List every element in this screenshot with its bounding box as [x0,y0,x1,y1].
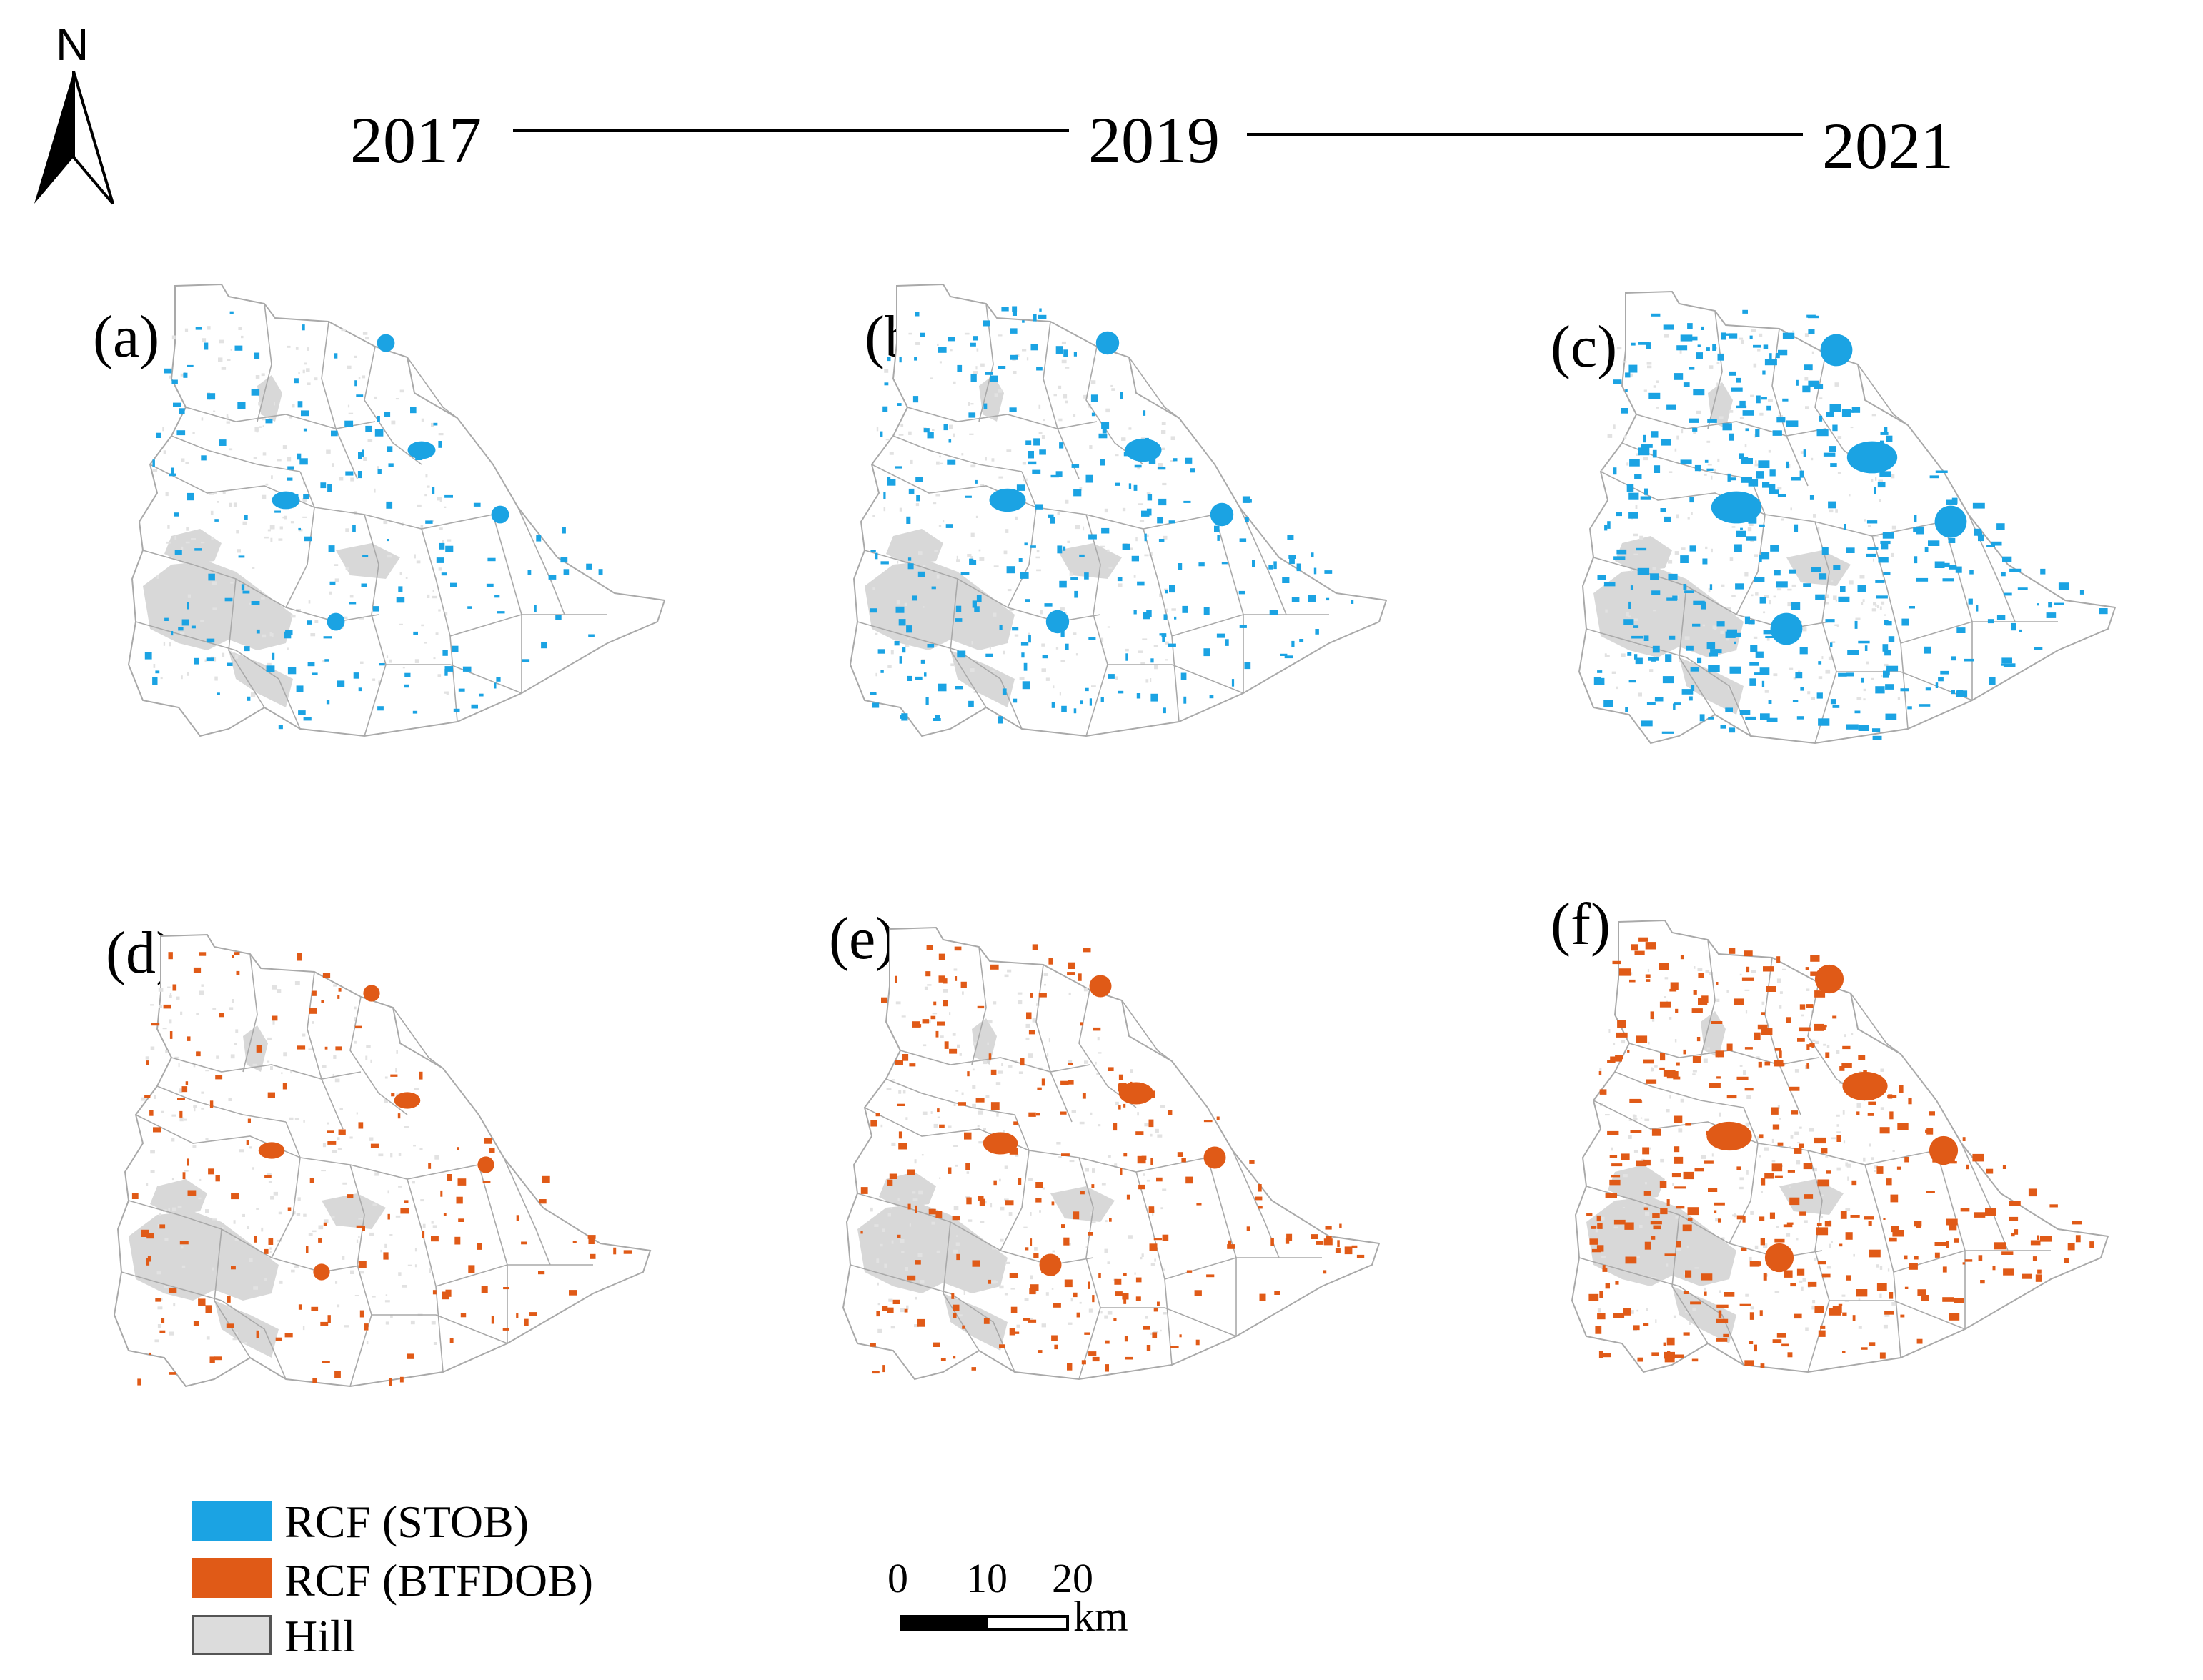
year-2021: 2021 [1822,109,1954,182]
panel-label-f: (f) [1551,891,1611,958]
scale-segment-white [985,1615,1069,1631]
map-panel-c [1578,290,2117,745]
legend-swatch-btfdob [192,1558,272,1598]
year-2019: 2019 [1088,104,1220,177]
map-panel-f [1571,919,2109,1373]
scale-tick-0: 0 [887,1555,908,1601]
panel-label-c: (c) [1551,314,1618,380]
panel-label-a: (a) [93,304,160,370]
panel-label-e: (e) [829,905,896,972]
timeline-line-2 [1247,133,1803,136]
legend-swatch-hill [192,1615,272,1655]
scale-tick-20: 20 [1052,1555,1093,1601]
legend-label-hill: Hill [284,1611,356,1661]
legend: RCF (STOB) RCF (BTFDOB) Hill [192,1496,649,1672]
legend-label-stob: RCF (STOB) [284,1496,529,1547]
legend-label-btfdob: RCF (BTFDOB) [284,1555,594,1606]
year-2017: 2017 [350,104,482,177]
scale-segment-black [900,1615,985,1631]
map-panel-a [127,283,666,737]
map-panel-b [849,283,1388,737]
north-arrow-icon [34,71,114,205]
timeline-line-1 [513,129,1069,132]
map-panel-d [113,933,652,1388]
map-panel-e [842,926,1381,1381]
scale-unit: km [1073,1593,1128,1640]
legend-swatch-stob [192,1501,272,1541]
scale-bar: 0 10 20 km [886,1558,1158,1644]
north-label: N [56,19,89,70]
scale-tick-10: 10 [966,1555,1008,1601]
